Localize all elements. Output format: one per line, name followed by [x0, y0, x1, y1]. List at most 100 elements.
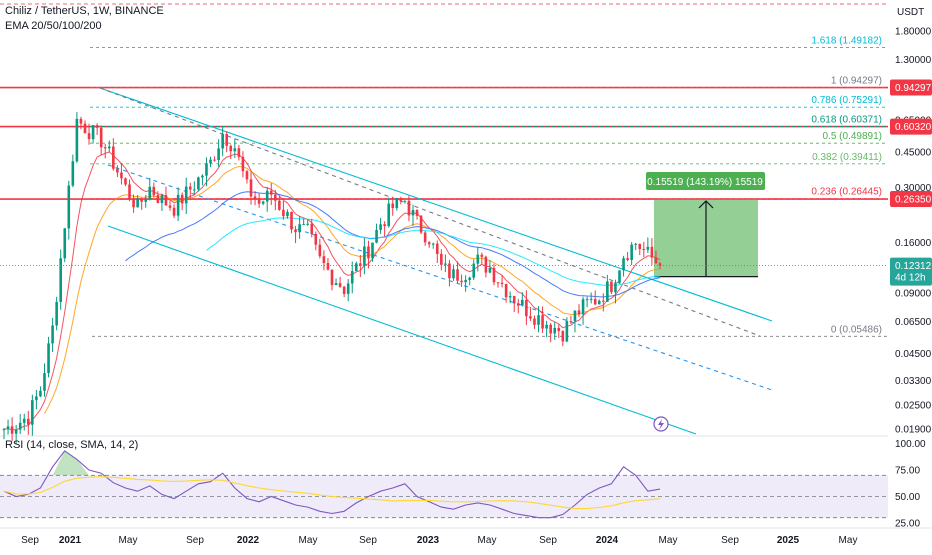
projection-box[interactable]: 0.15519 (143.19%) 15519: [646, 171, 765, 278]
channel-lower-dashed-line[interactable]: [107, 164, 773, 391]
ema-100-line: [125, 191, 661, 298]
candle-body: [51, 325, 54, 344]
candle-body: [634, 243, 638, 245]
candle-body: [525, 299, 528, 317]
fibonacci-levels[interactable]: 1.618 (1.49182) 1 (0.94297) 0.786 (0.75291…: [90, 35, 888, 337]
candle-body: [472, 263, 476, 278]
symbol-title[interactable]: Chiliz / TetherUS, 1W, BINANCE: [5, 5, 164, 17]
candle-body: [152, 186, 156, 196]
price-tick-label: 0.03300: [895, 376, 932, 387]
candle-body: [549, 324, 552, 334]
rsi-title[interactable]: RSI (14, close, SMA, 14, 2): [5, 439, 139, 451]
price-tick-label: 0.02500: [895, 401, 932, 412]
candle-body: [225, 134, 229, 146]
candle-body: [286, 211, 289, 217]
candle-body: [176, 194, 180, 216]
price-tick-label: 0.04500: [895, 349, 932, 360]
candle-body: [516, 303, 520, 306]
candle-body: [26, 418, 30, 425]
time-tick-label: Sep: [721, 535, 739, 546]
rsi-overbought-fill: [52, 450, 90, 476]
candle-body: [43, 373, 46, 391]
level-price-badge[interactable]: [890, 79, 932, 96]
candle-body: [75, 118, 79, 162]
fib-level-label: 0.5 (0.49891): [823, 131, 883, 142]
candle-body: [205, 163, 208, 176]
candle-body: [257, 199, 261, 204]
candle-body: [521, 299, 524, 306]
candle-body: [18, 422, 22, 430]
horizontal-levels[interactable]: [0, 3, 888, 200]
candle-body: [302, 224, 305, 226]
candle-body: [269, 190, 273, 195]
candle-body: [2, 429, 6, 431]
rsi-tick-label: 25.00: [895, 519, 920, 530]
candle-body: [585, 299, 589, 301]
level-price-text: 0.94297: [895, 83, 932, 94]
candle-body: [326, 263, 330, 270]
rsi-lines: [3, 450, 661, 519]
candle-body: [180, 194, 184, 204]
level-price-badge[interactable]: [890, 118, 932, 135]
candle-body: [310, 223, 314, 235]
time-axis[interactable]: Sep 2021 May Sep 2022 May Sep 2023 May Sep 2024 May…: [0, 527, 932, 546]
fib-level-label: 0 (0.05486): [831, 324, 882, 335]
candle-body: [403, 200, 407, 202]
candle-body: [363, 246, 366, 266]
candle-body: [99, 127, 103, 148]
indicator-label[interactable]: EMA 20/50/100/200: [5, 20, 102, 32]
lightning-icon[interactable]: [653, 416, 669, 432]
channel-upper-line[interactable]: [99, 87, 773, 322]
price-tick-label: 0.09000: [895, 288, 932, 299]
channel-lower-line[interactable]: [107, 225, 697, 435]
candle-body: [330, 269, 334, 286]
time-tick-label: 2025: [777, 535, 800, 546]
candle-body: [342, 286, 346, 294]
candle-body: [338, 283, 342, 287]
time-tick-label: 2022: [237, 535, 260, 546]
candle-body: [322, 256, 326, 264]
candle-body: [188, 186, 192, 190]
candle-body: [39, 390, 42, 397]
candle-body: [261, 201, 265, 204]
rsi-tick-label: 100.00: [895, 439, 926, 450]
time-tick-label: Sep: [359, 535, 377, 546]
candle-body: [488, 267, 492, 273]
channel-mid-dashed-line[interactable]: [99, 87, 761, 337]
candle-body: [217, 148, 220, 161]
countdown-text: 4d 12h: [895, 273, 926, 284]
rsi-tick-label: 50.00: [895, 492, 920, 503]
candle-body: [553, 327, 557, 334]
candle-body: [561, 331, 565, 342]
candle-body: [294, 229, 297, 233]
current-price-badge[interactable]: [890, 257, 932, 286]
candle-body: [346, 283, 350, 294]
time-tick-label: May: [659, 535, 678, 546]
candle-body: [529, 316, 532, 319]
candle-body: [541, 315, 544, 329]
candle-body: [504, 283, 508, 298]
level-price-badge[interactable]: [890, 191, 932, 208]
candle-body: [597, 300, 601, 305]
candle-body: [367, 246, 370, 259]
candle-body: [435, 243, 439, 254]
candle-body: [59, 258, 62, 302]
candle-body: [168, 205, 172, 208]
level-price-text: 0.60320: [895, 122, 932, 133]
candle-body: [290, 211, 293, 230]
candle-body: [581, 299, 585, 315]
price-tick-label: 0.06500: [895, 317, 932, 328]
descending-channel[interactable]: [99, 87, 773, 435]
candle-body: [193, 189, 196, 191]
candle-body: [379, 224, 382, 230]
candle-body: [399, 197, 403, 201]
candle-body: [91, 125, 95, 140]
candle-body: [334, 283, 338, 286]
candle-body: [148, 186, 152, 200]
candle-body: [569, 321, 573, 323]
candle-body: [67, 185, 71, 229]
candle-body: [274, 194, 277, 201]
candle-body: [573, 310, 577, 322]
